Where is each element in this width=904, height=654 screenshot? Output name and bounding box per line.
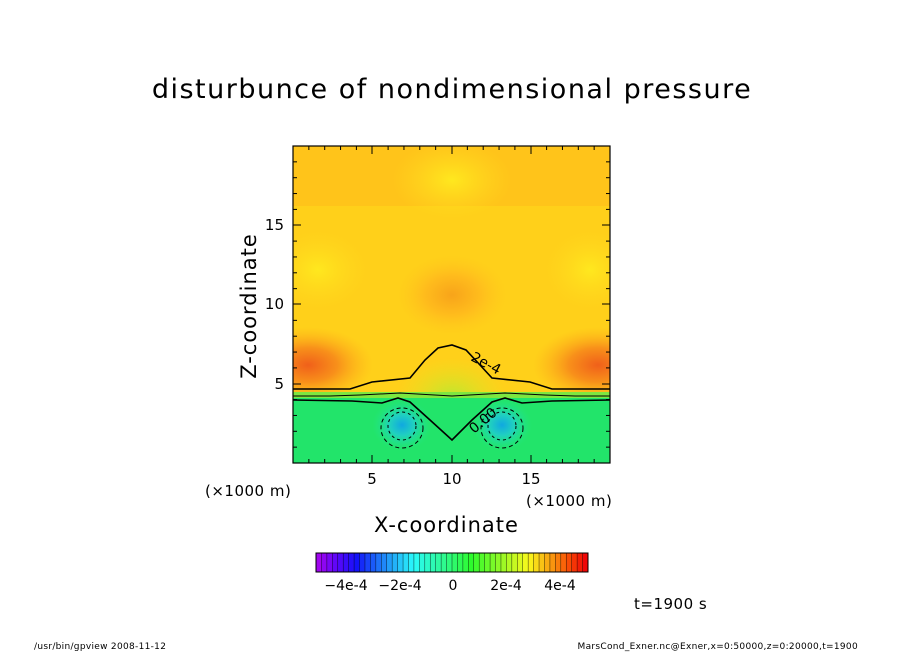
colorbar-cell xyxy=(430,553,437,572)
colorbar-label-pos2: 2e-4 xyxy=(490,578,522,594)
footer-source: MarsCond_Exner.nc@Exner,x=0:50000,z=0:20… xyxy=(577,642,858,652)
colorbar-cell xyxy=(332,553,339,572)
colorbar-cell xyxy=(462,553,469,572)
colorbar-cell xyxy=(479,553,486,572)
colorbar-cell xyxy=(386,553,393,572)
colorbar-label-neg4: −4e-4 xyxy=(324,578,367,594)
x-axis-title: X-coordinate xyxy=(374,513,519,537)
colorbar-cell xyxy=(375,553,382,572)
x-tick-label-15: 15 xyxy=(521,470,540,488)
colorbar-cell xyxy=(354,553,360,572)
field-right-orange xyxy=(533,327,610,403)
x-axis-unit: (×1000 m) xyxy=(526,492,613,510)
colorbar-cell xyxy=(452,553,458,572)
colorbar-cells xyxy=(316,553,589,572)
contour-1e-4 xyxy=(293,392,610,397)
contour-neg-right-outer xyxy=(480,407,524,449)
colorbar-cell xyxy=(473,553,480,572)
colorbar-cell xyxy=(403,553,409,572)
x-minor-ticks xyxy=(308,146,595,463)
colorbar-cell xyxy=(337,553,344,572)
colorbar-cell xyxy=(582,553,589,572)
colorbar-label-neg2: −2e-4 xyxy=(378,578,421,594)
field-blue-left xyxy=(372,399,432,451)
contour-zero xyxy=(293,397,610,442)
colorbar-cell xyxy=(381,553,388,572)
colorbar-cell xyxy=(397,553,404,572)
field-blue-right xyxy=(472,399,532,451)
colorbar-cell xyxy=(392,553,398,572)
x-tick-label-10: 10 xyxy=(442,470,461,488)
colorbar-cell xyxy=(544,553,551,572)
colorbar-cell xyxy=(566,553,573,572)
colorbar-cell xyxy=(571,553,578,572)
y-tick-label-10: 10 xyxy=(265,295,284,313)
field-yellow-left xyxy=(293,230,368,310)
colorbar-cell xyxy=(528,553,534,572)
colorbar-cell xyxy=(419,553,426,572)
colorbar-cell xyxy=(577,553,583,572)
colorbar-cell xyxy=(484,553,491,572)
chart-title: disturbunce of nondimensional pressure xyxy=(151,74,753,105)
colorbar-ticks xyxy=(321,553,583,572)
colorbar-cell xyxy=(326,553,333,572)
y-axis-unit: (×1000 m) xyxy=(205,482,292,500)
colorbar: −4e-4 −2e-4 0 2e-4 4e-4 xyxy=(315,552,589,594)
colorbar-cell xyxy=(343,553,350,572)
colorbar-cell xyxy=(468,553,475,572)
colorbar-cell xyxy=(506,553,513,572)
field-left-orange xyxy=(293,327,373,403)
contour-2e-4 xyxy=(293,344,610,390)
colorbar-cell xyxy=(446,553,453,572)
heatmap-field xyxy=(293,146,610,463)
contour-neg-right-inner xyxy=(487,411,517,441)
field-transition xyxy=(293,392,610,398)
y-axis-title: Z-coordinate xyxy=(237,233,261,379)
x-axis: 5 10 15 xyxy=(308,146,595,488)
x-tick-label-5: 5 xyxy=(367,470,377,488)
colorbar-cell xyxy=(500,553,507,572)
colorbar-cell xyxy=(441,553,447,572)
colorbar-label-pos4: 4e-4 xyxy=(544,578,576,594)
colorbar-cell xyxy=(408,553,415,572)
colorbar-cell xyxy=(321,553,328,572)
colorbar-cell xyxy=(517,553,524,572)
field-lower-region xyxy=(293,392,610,463)
colorbar-cell xyxy=(539,553,545,572)
time-label: t=1900 s xyxy=(634,595,708,613)
colorbar-cell xyxy=(370,553,377,572)
colorbar-cell xyxy=(560,553,567,572)
colorbar-cell xyxy=(495,553,502,572)
y-minor-ticks xyxy=(293,161,610,448)
colorbar-cell xyxy=(533,553,540,572)
colorbar-cell xyxy=(511,553,518,572)
y-tick-label-5: 5 xyxy=(274,375,284,393)
colorbar-cell xyxy=(316,553,322,572)
colorbar-cell xyxy=(413,553,420,572)
y-tick-label-15: 15 xyxy=(265,216,284,234)
colorbar-cell xyxy=(522,553,529,572)
field-yellow-top xyxy=(392,146,512,220)
colorbar-cell xyxy=(490,553,496,572)
y-axis: 5 10 15 xyxy=(265,161,610,448)
field-center-orange xyxy=(397,255,507,335)
colorbar-cell xyxy=(457,553,464,572)
colorbar-cell xyxy=(549,553,556,572)
colorbar-cell xyxy=(435,553,442,572)
colorbar-cell xyxy=(348,553,355,572)
colorbar-cell xyxy=(359,553,366,572)
colorbar-cell xyxy=(364,553,371,572)
colorbar-cell xyxy=(424,553,431,572)
contour-neg-left-inner xyxy=(387,411,417,441)
colorbar-label-zero: 0 xyxy=(449,578,458,594)
field-yellow-right xyxy=(545,230,610,310)
contour-neg-left-outer xyxy=(380,407,424,449)
colorbar-cell xyxy=(555,553,562,572)
footer-command: /usr/bin/gpview 2008-11-12 xyxy=(34,642,167,652)
